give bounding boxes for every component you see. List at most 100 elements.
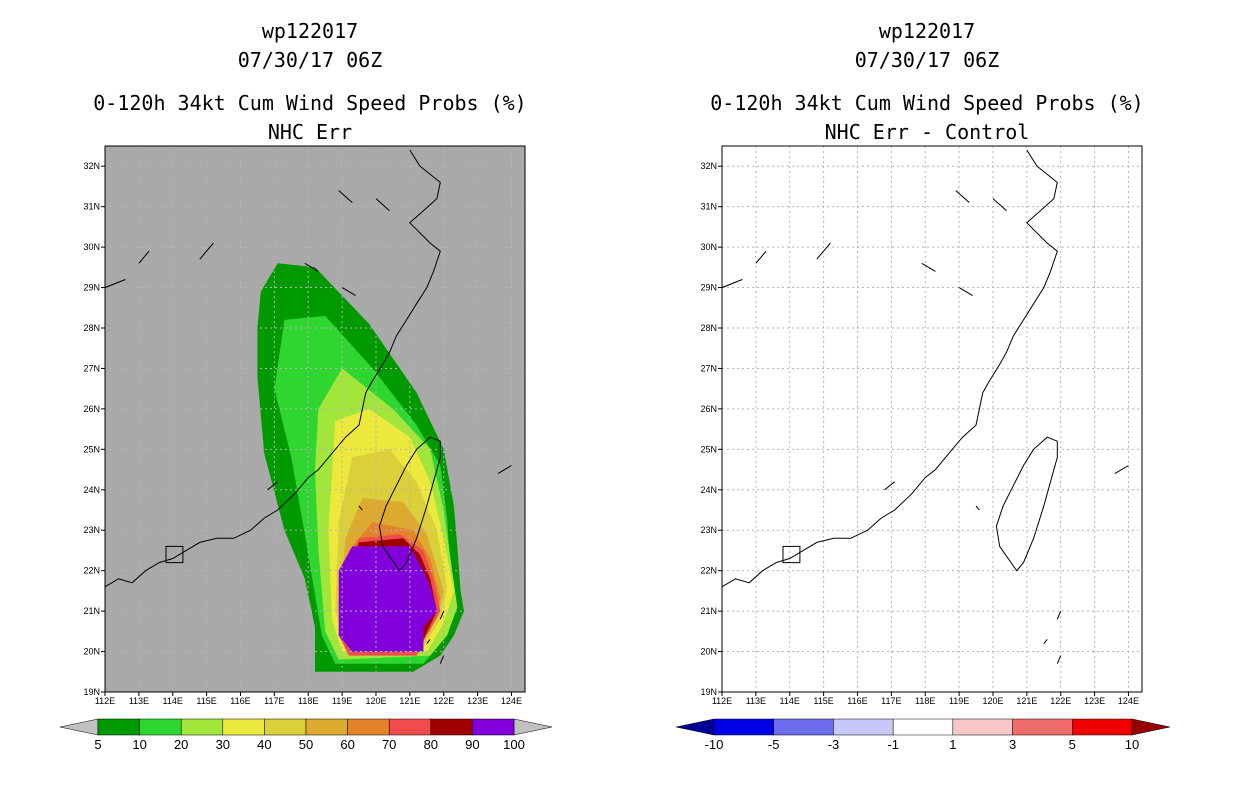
- x-tick-label: 124E: [501, 696, 522, 706]
- x-tick-label: 117E: [881, 696, 901, 706]
- colorbar-label: 80: [424, 737, 438, 752]
- y-tick-label: 22N: [83, 566, 100, 576]
- right-storm-id: wp122017: [878, 19, 976, 43]
- colorbar-label: 10: [132, 737, 146, 752]
- coastline-island: [884, 481, 896, 491]
- left-product-title: 0-120h 34kt Cum Wind Speed Probs (%): [93, 91, 527, 115]
- colorbar-swatch: [139, 718, 182, 736]
- coastline-island: [267, 481, 279, 491]
- plot-area: [722, 146, 1142, 692]
- x-tick-label: 114E: [163, 696, 183, 706]
- left-subtitle: NHC Err: [267, 120, 353, 144]
- coastline-taiwan: [378, 436, 441, 572]
- y-tick-label: 28N: [83, 323, 100, 333]
- x-tick-label: 121E: [399, 696, 420, 706]
- y-tick-label: 20N: [700, 647, 717, 657]
- colorbar-1: 5 10 20 30 40 50 60 70 80 90 100: [59, 718, 553, 752]
- colorbar-label: 70: [382, 737, 396, 752]
- coastline-bay: [165, 545, 184, 564]
- y-tick-label: 21N: [83, 606, 100, 616]
- colorbar-label: 40: [257, 737, 271, 752]
- coastline-island: [1056, 610, 1062, 620]
- colorbar-swatch: [97, 718, 140, 736]
- x-tick-label: 123E: [467, 696, 488, 706]
- y-tick-label: 27N: [83, 363, 100, 373]
- x-tick-label: 112E: [712, 696, 732, 706]
- colorbar-swatch: [264, 718, 307, 736]
- coastline-island: [992, 198, 1007, 212]
- colorbar-swatch: [713, 718, 774, 736]
- y-tick-label: 27N: [700, 363, 717, 373]
- map-panel-1: 112E 113E 114E 115E 116E 117E 118E 119E 120E 121E…: [83, 145, 526, 706]
- colorbar-swatch: [952, 718, 1013, 736]
- colorbar-swatch: [347, 718, 390, 736]
- coastline-island: [138, 250, 150, 264]
- plot-frame: [721, 145, 1143, 693]
- x-tick-label: 118E: [915, 696, 935, 706]
- left-storm-id: wp122017: [261, 19, 359, 43]
- coastline-island: [755, 250, 767, 264]
- coastline-island: [439, 655, 445, 664]
- left-datetime: 07/30/17 06Z: [237, 48, 383, 72]
- colorbar-label: -5: [768, 737, 780, 752]
- x-tick-label: 124E: [1118, 696, 1139, 706]
- x-tick-label: 121E: [1016, 696, 1037, 706]
- coastline-island: [975, 505, 980, 511]
- coastline-island: [439, 610, 445, 620]
- x-tick-label: 118E: [298, 696, 318, 706]
- x-tick-label: 115E: [813, 696, 833, 706]
- y-tick-label: 31N: [83, 202, 100, 212]
- x-tick-label: 114E: [780, 696, 800, 706]
- x-tick-label: 116E: [847, 696, 867, 706]
- coastline-island: [375, 198, 390, 212]
- x-tick-label: 119E: [949, 696, 969, 706]
- y-tick-label: 25N: [83, 444, 100, 454]
- coastline-china: [722, 149, 1058, 588]
- x-tick-label: 112E: [95, 696, 115, 706]
- colorbar-2: -10 -5 -3 -1 1 3 5 10: [675, 718, 1171, 752]
- right-datetime: 07/30/17 06Z: [854, 48, 1000, 72]
- colorbar-swatch: [222, 718, 265, 736]
- colorbar-swatch: [472, 718, 515, 736]
- colorbar-label: 5: [94, 737, 101, 752]
- coastline-island: [955, 190, 970, 203]
- colorbar-extend-high: [1131, 718, 1171, 736]
- coastline-bay: [782, 545, 801, 564]
- coastline-island: [1056, 655, 1062, 664]
- coastline-island: [722, 279, 743, 289]
- y-tick-label: 19N: [83, 687, 100, 697]
- colorbar-label: 10: [1125, 737, 1139, 752]
- plot-area: [105, 146, 525, 692]
- colorbar-swatch: [773, 718, 834, 736]
- colorbar-label: 30: [216, 737, 230, 752]
- y-tick-label: 21N: [700, 606, 717, 616]
- plot-background: [722, 146, 1142, 692]
- colorbar-swatch: [892, 718, 954, 736]
- colorbar-swatch: [1012, 718, 1073, 736]
- y-tick-label: 20N: [83, 647, 100, 657]
- x-tick-label: 115E: [196, 696, 216, 706]
- right-subtitle: NHC Err - Control: [824, 120, 1030, 144]
- x-tick-label: 116E: [230, 696, 250, 706]
- coastline-island: [341, 287, 356, 297]
- coastline-island: [105, 279, 126, 289]
- colorbar-label: 50: [299, 737, 313, 752]
- coastline-island: [1043, 639, 1048, 644]
- x-tick-label: 113E: [129, 696, 149, 706]
- colorbar-label: 90: [465, 737, 479, 752]
- x-tick-label: 123E: [1084, 696, 1105, 706]
- y-tick-label: 32N: [83, 161, 100, 171]
- y-tick-label: 32N: [700, 161, 717, 171]
- colorbar-swatch: [1072, 718, 1133, 736]
- coastline-island: [338, 190, 353, 203]
- plot-frame: [104, 145, 526, 693]
- colorbar-swatch: [180, 718, 224, 736]
- map-panel-2: 112E 113E 114E 115E 116E 117E 118E 119E 120E 121E…: [700, 145, 1143, 706]
- y-tick-label: 25N: [700, 444, 717, 454]
- colorbar-swatch: [305, 718, 348, 736]
- colorbar-label: 3: [1009, 737, 1016, 752]
- coastline-island: [426, 639, 431, 644]
- y-tick-label: 24N: [83, 485, 100, 495]
- y-tick-label: 28N: [700, 323, 717, 333]
